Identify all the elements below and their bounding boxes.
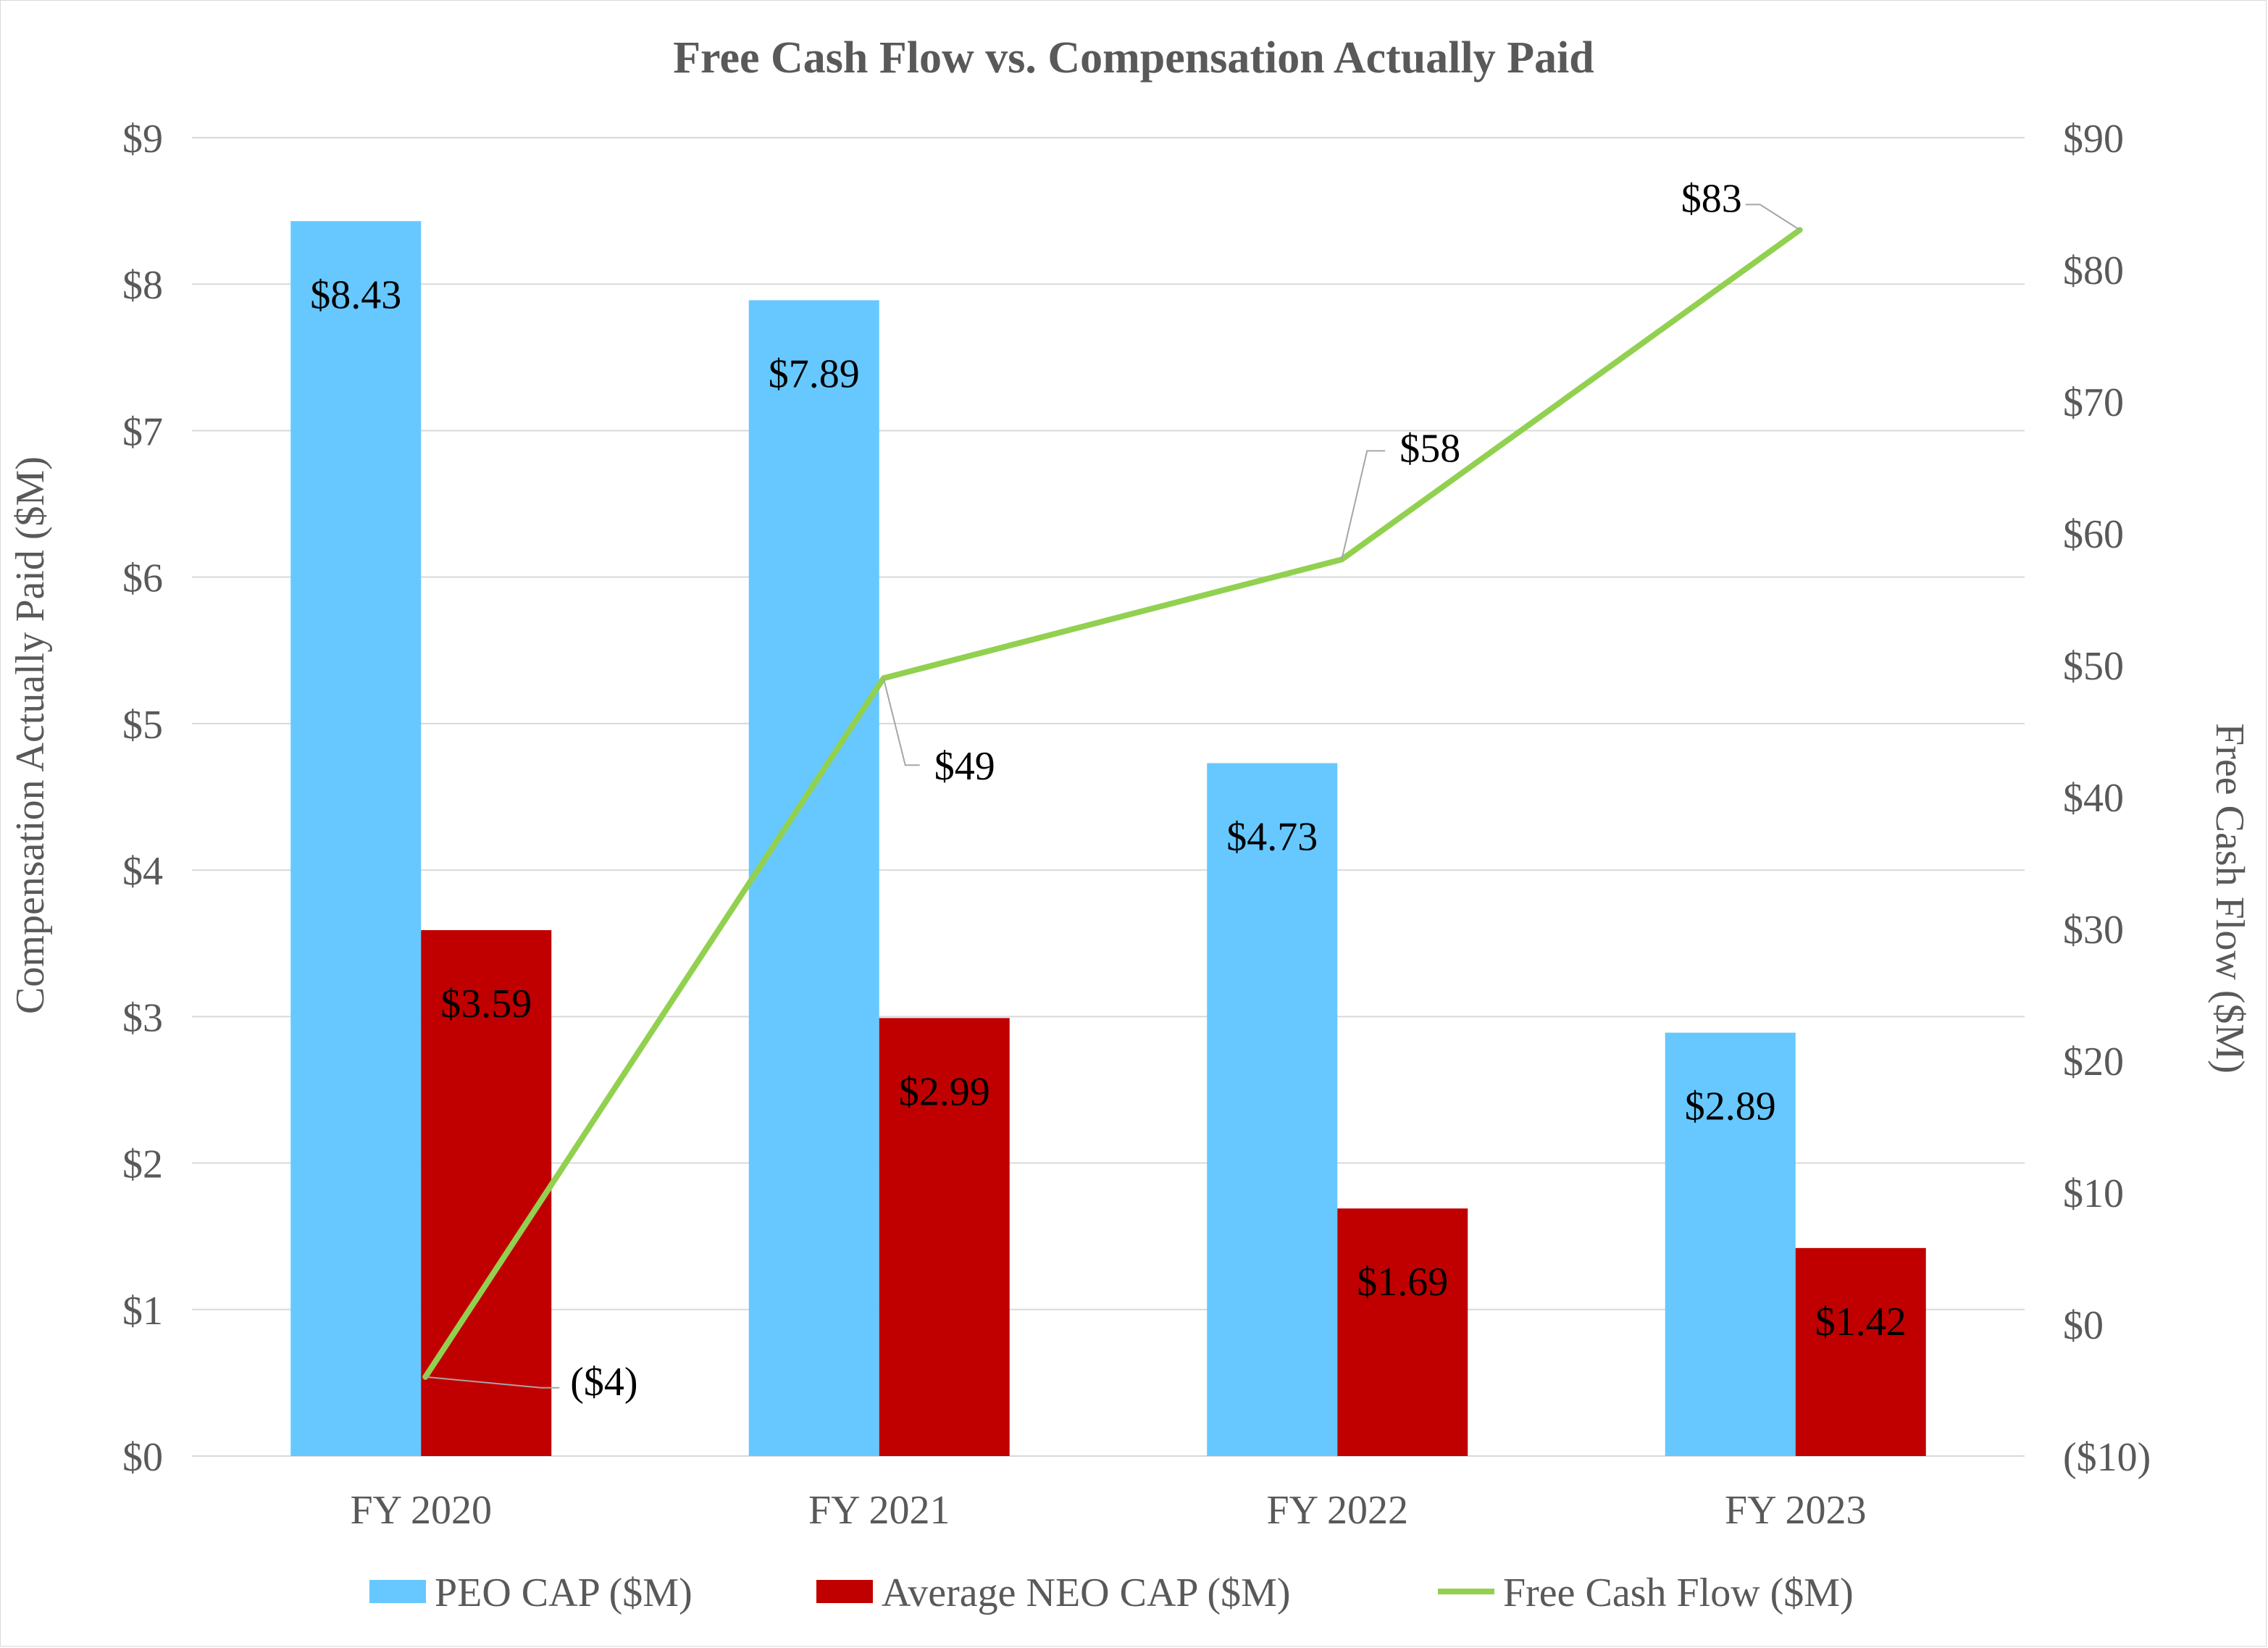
peo-cap-value-label: $7.89	[769, 351, 860, 396]
left-tick-label: $6	[122, 556, 163, 601]
free-cash-flow-value-label: $49	[934, 744, 995, 789]
legend-label: Free Cash Flow ($M)	[1503, 1570, 1854, 1615]
category-label: FY 2021	[808, 1488, 950, 1533]
peo-cap-bar	[1207, 763, 1338, 1456]
left-tick-label: $2	[122, 1142, 163, 1187]
neo-cap-value-label: $3.59	[440, 982, 532, 1026]
peo-cap-bar	[290, 221, 422, 1457]
neo-cap-value-label: $1.42	[1815, 1300, 1907, 1344]
right-tick-label: $80	[2063, 248, 2124, 293]
category-label: FY 2020	[350, 1488, 492, 1533]
right-axis-title: Free Cash Flow ($M)	[2207, 723, 2252, 1074]
neo-cap-bar	[1337, 1208, 1468, 1456]
category-label: FY 2022	[1266, 1488, 1408, 1533]
category-label: FY 2023	[1725, 1488, 1867, 1533]
free-cash-flow-value-label: $58	[1399, 426, 1460, 471]
right-tick-label: $0	[2063, 1303, 2104, 1348]
legend: PEO CAP ($M) Average NEO CAP ($M) Free Cas…	[369, 1570, 1854, 1615]
left-tick-label: $0	[122, 1435, 163, 1480]
free-cash-flow-line-layer	[422, 227, 1803, 1380]
peo-cap-bar	[748, 300, 879, 1456]
peo-cap-bar	[1665, 1032, 1796, 1456]
leader-line	[1745, 204, 1801, 231]
right-tick-label: $60	[2063, 512, 2124, 557]
neo-cap-bar	[1795, 1247, 1926, 1456]
leader-line	[1341, 450, 1386, 560]
neo-cap-bar	[421, 930, 552, 1456]
peo-cap-value-label: $4.73	[1226, 814, 1318, 859]
left-tick-label: $8	[122, 263, 163, 308]
left-tick-label: $5	[122, 703, 163, 748]
leader-line	[882, 677, 920, 766]
right-tick-label: $90	[2063, 117, 2124, 162]
left-tick-label: $7	[122, 409, 163, 454]
right-tick-label: $30	[2063, 908, 2124, 953]
legend-swatch	[369, 1580, 426, 1603]
left-axis-title: Compensation Actually Paid ($M)	[8, 456, 53, 1014]
left-tick-label: $9	[122, 117, 163, 162]
right-axis-ticks: ($10) $0 $10 $20 $30 $40 $50 $60 $70 $80 $90	[2063, 117, 2151, 1480]
left-tick-label: $3	[122, 995, 163, 1040]
legend-label: Average NEO CAP ($M)	[882, 1570, 1291, 1615]
right-tick-label: $20	[2063, 1040, 2124, 1084]
peo-cap-value-label: $2.89	[1685, 1084, 1776, 1129]
neo-cap-value-label: $2.99	[899, 1069, 990, 1114]
neo-cap-value-label: $1.69	[1357, 1260, 1448, 1305]
left-axis-ticks: $0 $1 $2 $3 $4 $5 $6 $7 $8 $9	[122, 117, 163, 1480]
bars	[290, 221, 1926, 1457]
legend-swatch	[816, 1580, 873, 1603]
right-tick-label: $70	[2063, 380, 2124, 425]
right-tick-label: $50	[2063, 644, 2124, 689]
left-tick-label: $4	[122, 849, 163, 894]
chart-title: Free Cash Flow vs. Compensation Actually…	[673, 33, 1594, 83]
free-cash-flow-value-label: ($4)	[570, 1360, 637, 1405]
right-tick-label: ($10)	[2063, 1435, 2151, 1480]
right-tick-label: $40	[2063, 776, 2124, 821]
leader-line	[425, 1376, 560, 1389]
category-axis: FY 2020 FY 2021 FY 2022 FY 2023	[350, 1488, 1866, 1533]
free-cash-flow-line	[422, 227, 1803, 1380]
right-tick-label: $10	[2063, 1171, 2124, 1216]
left-tick-label: $1	[122, 1289, 163, 1334]
neo-cap-bar	[879, 1018, 1010, 1456]
legend-label: PEO CAP ($M)	[435, 1570, 692, 1615]
free-cash-flow-value-label: $83	[1681, 176, 1742, 221]
data-labels: $8.43 $7.89 $4.73 $2.89 $3.59 $2.99 $1.69 $1.42…	[310, 176, 1907, 1404]
peo-cap-value-label: $8.43	[310, 272, 401, 317]
